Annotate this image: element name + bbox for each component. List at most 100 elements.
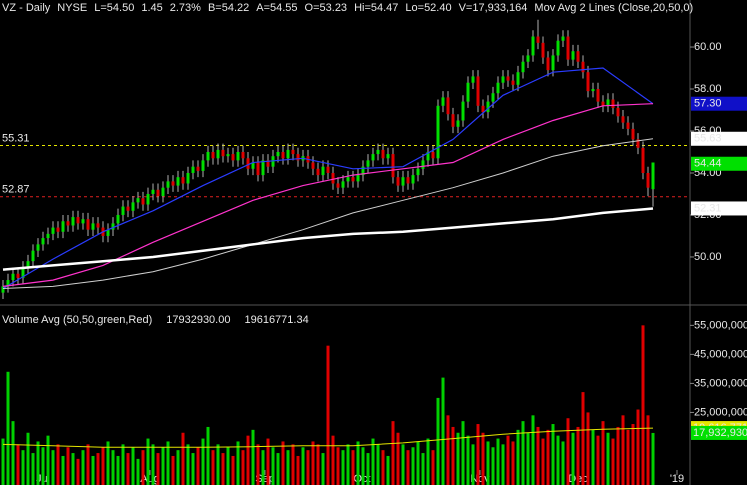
volume-bar — [426, 438, 430, 485]
price-label-box — [691, 201, 747, 216]
volume-bar — [506, 435, 510, 485]
volume-bar — [366, 453, 370, 485]
volume-bar — [401, 444, 405, 485]
candle-body — [116, 214, 120, 224]
volume-bar — [26, 432, 30, 485]
candle-body — [251, 162, 255, 169]
volume-bar — [211, 450, 215, 485]
candle-body — [556, 40, 560, 56]
header-item: VZ - Daily — [2, 2, 51, 14]
moving-average — [2, 103, 654, 287]
y-tick-label: 45,000,000 — [694, 348, 747, 360]
candle-body — [71, 217, 75, 226]
volume-bar — [291, 444, 295, 485]
candle-body — [621, 116, 625, 123]
candle-body — [276, 151, 280, 157]
volume-bar — [536, 426, 540, 485]
volume-bar — [286, 450, 290, 485]
candle-body — [586, 72, 590, 92]
volume-bar — [86, 444, 90, 485]
candle-body — [76, 217, 80, 224]
volume-bar — [381, 450, 385, 485]
volume-bar — [106, 441, 110, 485]
volume-bar — [36, 441, 40, 485]
candle-body — [141, 198, 145, 205]
volume-bar — [646, 415, 650, 485]
candle-body — [6, 280, 10, 287]
candle-body — [156, 189, 160, 197]
volume-bar — [116, 455, 120, 485]
candle-body — [541, 42, 545, 58]
volume-bar — [531, 415, 535, 485]
volume-bar — [131, 447, 135, 485]
x-tick-label: '19 — [670, 473, 684, 485]
candle-body — [146, 193, 150, 205]
volume-bar — [46, 435, 50, 485]
volume-bar — [386, 455, 390, 485]
x-tick-label: Nov — [470, 473, 490, 485]
candle-body — [451, 114, 455, 127]
candle-body — [241, 151, 245, 159]
candle-body — [361, 166, 365, 176]
volume-bar — [276, 453, 280, 485]
price-label: 54.44 — [694, 158, 722, 170]
volume-bar — [441, 377, 445, 485]
candle-body — [386, 154, 390, 159]
volume-bar — [346, 444, 350, 485]
candle-body — [96, 223, 100, 228]
candle-body — [576, 51, 580, 62]
volume-bar — [446, 415, 450, 485]
volume-bar — [206, 426, 210, 485]
volume-bar — [436, 397, 440, 485]
moving-average — [2, 207, 654, 271]
volume-bar — [316, 444, 320, 485]
candle-body — [41, 238, 45, 245]
volume-bar — [421, 453, 425, 485]
candle-body — [596, 89, 600, 102]
volume-bar — [416, 441, 420, 485]
candle-body — [631, 128, 635, 140]
volume-bar — [561, 441, 565, 485]
volume-bar — [111, 450, 115, 485]
volume-bar — [501, 444, 505, 485]
header-item: Volume Avg (50,50,green,Red) — [2, 314, 152, 326]
volume-bar — [231, 455, 235, 485]
candle-body — [246, 158, 250, 169]
volume-bar — [581, 392, 585, 485]
candle-body — [256, 162, 260, 176]
volume-bar — [451, 426, 455, 485]
header-item: L=54.50 — [94, 2, 134, 14]
header-item: A=54.55 — [256, 2, 297, 14]
volume-bar — [71, 453, 75, 485]
candle-body — [111, 223, 115, 230]
volume-bar — [246, 435, 250, 485]
volume-bar — [616, 426, 620, 485]
volume-bar — [166, 441, 170, 485]
volume-bar — [171, 455, 175, 485]
header-item: Mov Avg 2 Lines (Close,20,50,0) — [534, 2, 693, 14]
volume-bar — [586, 412, 590, 485]
volume-bar — [6, 371, 10, 485]
candle-body — [56, 227, 60, 232]
candle-body — [326, 166, 330, 173]
volume-bar — [51, 450, 55, 485]
candle-body — [566, 36, 570, 60]
volume-bar — [181, 432, 185, 485]
volume-bar — [556, 435, 560, 485]
candle-body — [51, 227, 55, 234]
candle-body — [641, 147, 645, 173]
candle-body — [416, 168, 420, 176]
volume-bar — [596, 435, 600, 485]
volume-bar — [486, 441, 490, 485]
volume-bar — [281, 441, 285, 485]
candle-body — [236, 151, 240, 161]
candle-body — [106, 229, 110, 236]
header-item: 17932930.00 — [166, 314, 230, 326]
volume-bar — [11, 421, 15, 485]
volume-bar — [221, 453, 225, 485]
volume-bar — [516, 429, 520, 485]
volume-bar — [136, 458, 140, 485]
volume-bar — [351, 450, 355, 485]
volume-bar — [576, 426, 580, 485]
candle-body — [606, 99, 610, 106]
